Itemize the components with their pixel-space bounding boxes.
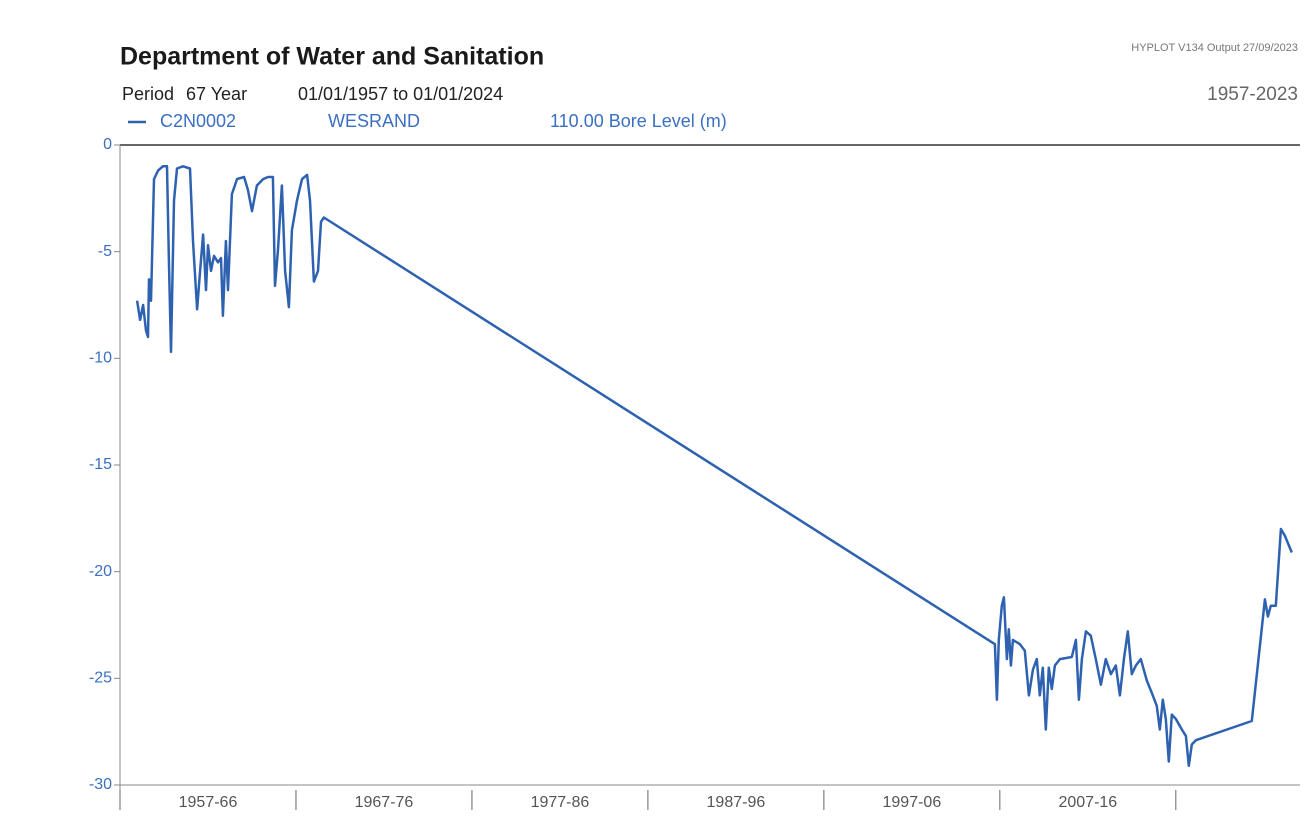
x-tick-label: 2007-16	[1058, 794, 1117, 811]
x-tick-label: 1987-96	[707, 794, 766, 811]
period-label: Period	[122, 84, 174, 104]
period-range: 01/01/1957 to 01/01/2024	[298, 84, 503, 104]
x-tick-label: 1997-06	[883, 794, 942, 811]
y-tick-label: -15	[89, 456, 112, 473]
period-length: 67 Year	[186, 84, 247, 104]
y-tick-label: -20	[89, 563, 112, 580]
software-note: HYPLOT V134 Output 27/09/2023	[1131, 42, 1298, 54]
y-tick-label: -30	[89, 776, 112, 793]
variable-label: 110.00 Bore Level (m)	[550, 111, 727, 131]
x-tick-label: 1967-76	[355, 794, 414, 811]
y-tick-label: -5	[98, 243, 112, 260]
y-tick-label: -25	[89, 670, 112, 687]
y-tick-label: 0	[103, 136, 112, 153]
series-line	[135, 165, 1293, 768]
year-span: 1957-2023	[1207, 84, 1298, 105]
legend-label: C2N0002	[160, 111, 236, 131]
station-label: WESRAND	[328, 111, 420, 131]
x-tick-label: 1957-66	[179, 794, 238, 811]
y-tick-label: -10	[89, 350, 112, 367]
chart-title: Department of Water and Sanitation	[120, 43, 544, 71]
x-tick-label: 1977-86	[531, 794, 590, 811]
